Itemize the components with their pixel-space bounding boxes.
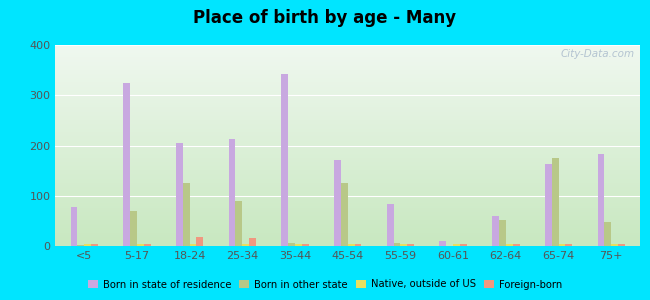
Bar xyxy=(355,244,361,246)
Bar xyxy=(229,140,235,246)
Text: City-Data.com: City-Data.com xyxy=(560,49,634,59)
Bar xyxy=(137,244,144,246)
Bar xyxy=(235,201,242,246)
Bar xyxy=(334,160,341,246)
Bar xyxy=(341,183,348,246)
Bar xyxy=(439,241,447,246)
Bar xyxy=(394,243,400,246)
Bar xyxy=(176,143,183,246)
Bar xyxy=(566,244,572,246)
Legend: Born in state of residence, Born in other state, Native, outside of US, Foreign-: Born in state of residence, Born in othe… xyxy=(84,275,566,293)
Bar xyxy=(124,83,130,246)
Bar xyxy=(84,244,91,246)
Bar xyxy=(492,216,499,246)
Bar xyxy=(604,222,611,246)
Bar xyxy=(558,244,566,246)
Bar xyxy=(545,164,552,246)
Bar xyxy=(91,244,98,246)
Text: Place of birth by age - Many: Place of birth by age - Many xyxy=(194,9,456,27)
Bar xyxy=(348,244,355,246)
Bar xyxy=(77,245,84,246)
Bar xyxy=(618,244,625,246)
Bar xyxy=(281,74,288,246)
Bar xyxy=(597,154,604,246)
Bar xyxy=(130,211,137,246)
Bar xyxy=(499,220,506,246)
Bar xyxy=(295,244,302,246)
Bar xyxy=(460,244,467,246)
Bar xyxy=(144,244,151,246)
Bar xyxy=(552,158,558,246)
Bar xyxy=(387,204,394,246)
Bar xyxy=(408,244,414,246)
Bar xyxy=(183,183,190,246)
Bar xyxy=(71,207,77,246)
Bar xyxy=(513,244,519,246)
Bar xyxy=(400,244,408,246)
Bar xyxy=(506,244,513,246)
Bar xyxy=(249,238,256,246)
Bar xyxy=(611,244,618,246)
Bar xyxy=(453,244,460,246)
Bar xyxy=(196,237,203,246)
Bar xyxy=(288,244,295,246)
Bar xyxy=(242,244,249,246)
Bar xyxy=(190,244,196,246)
Bar xyxy=(302,244,309,246)
